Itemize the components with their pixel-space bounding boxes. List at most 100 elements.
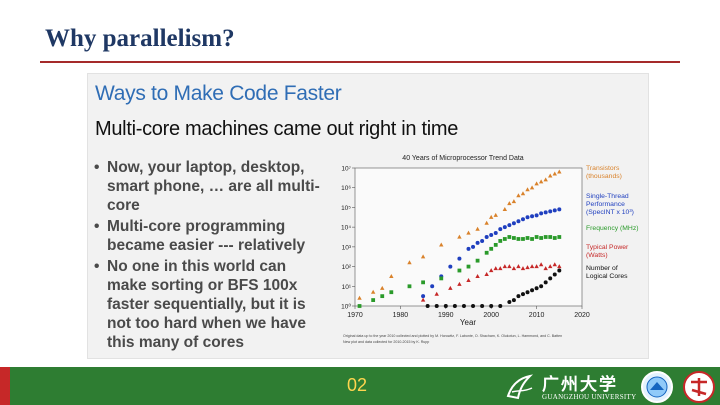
data-point — [498, 304, 503, 308]
data-point — [457, 281, 462, 286]
slide-title: Why parallelism? — [45, 25, 235, 52]
data-point — [434, 304, 439, 308]
data-point — [507, 264, 512, 269]
data-point — [439, 276, 444, 281]
legend-entry: Number of Logical Cores — [586, 265, 628, 280]
data-point — [434, 291, 439, 296]
y-tick-label: 10⁵ — [341, 205, 351, 212]
x-tick-label: 2000 — [483, 312, 499, 319]
x-tick-label: 1970 — [347, 312, 363, 319]
emblem-icon — [506, 374, 534, 400]
data-point — [407, 284, 412, 289]
data-point — [484, 235, 489, 239]
bullet-list: Now, your laptop, desktop, smart phone, … — [94, 158, 329, 354]
y-tick-label: 10² — [342, 264, 352, 271]
data-point — [538, 262, 544, 267]
data-point — [475, 240, 480, 245]
data-point — [480, 304, 485, 308]
chart-title: 40 Years of Microprocessor Trend Data — [402, 155, 524, 162]
data-point — [557, 169, 562, 174]
data-point — [552, 171, 557, 176]
data-point — [420, 297, 426, 302]
data-point — [557, 207, 562, 212]
logo-english-text: GUANGZHOU UNIVERSITY — [542, 393, 637, 401]
data-point — [525, 236, 530, 240]
data-point — [498, 266, 503, 271]
data-point — [457, 268, 462, 273]
data-point — [543, 266, 548, 271]
data-point — [552, 272, 557, 277]
data-point — [534, 181, 539, 186]
data-point — [511, 298, 516, 303]
data-point — [489, 246, 494, 251]
data-point — [530, 288, 535, 293]
footer-bar — [0, 367, 720, 405]
seal-icon — [641, 371, 673, 403]
data-point — [457, 256, 462, 261]
data-point — [430, 284, 435, 289]
data-point — [525, 290, 530, 295]
y-tick-label: 10⁶ — [341, 185, 351, 192]
data-point — [466, 230, 471, 235]
data-point — [520, 191, 526, 196]
data-point — [502, 237, 507, 241]
data-point — [471, 244, 476, 249]
data-point — [516, 294, 521, 299]
data-point — [507, 300, 512, 305]
data-point — [466, 264, 471, 269]
data-point — [357, 295, 362, 300]
data-point — [507, 223, 512, 228]
data-point — [529, 185, 535, 190]
data-point — [557, 235, 562, 239]
data-point — [370, 289, 376, 294]
data-point — [538, 179, 544, 184]
x-tick-label: 2010 — [529, 312, 545, 319]
plot-area — [354, 167, 583, 307]
data-point — [443, 304, 448, 308]
data-point — [543, 235, 548, 239]
data-point — [512, 236, 516, 240]
data-point — [489, 304, 494, 308]
data-point — [534, 264, 539, 269]
data-point — [557, 264, 562, 269]
y-tick-label: 10¹ — [342, 284, 352, 291]
data-point — [420, 254, 426, 259]
data-point — [498, 227, 503, 232]
data-point — [520, 292, 525, 297]
data-point — [521, 237, 525, 241]
data-point — [489, 268, 494, 273]
bullet-item: Now, your laptop, desktop, smart phone, … — [94, 158, 329, 215]
data-point — [493, 212, 498, 217]
data-point — [389, 290, 394, 295]
y-tick-label: 10³ — [342, 244, 352, 251]
x-tick-label: 1980 — [393, 312, 409, 319]
data-point — [548, 209, 553, 214]
data-point — [498, 239, 503, 243]
department-badge-icon — [683, 371, 715, 403]
data-point — [539, 236, 544, 240]
data-point — [371, 298, 376, 302]
data-point — [502, 225, 507, 230]
data-point — [421, 280, 425, 285]
data-point — [466, 277, 471, 282]
data-point — [484, 220, 489, 225]
chart-note-1: Original data up to the year 2010 collec… — [343, 334, 562, 338]
data-point — [529, 264, 535, 269]
x-axis-label: Year — [460, 318, 477, 327]
data-point — [525, 187, 530, 192]
data-point — [489, 214, 494, 219]
logo-chinese-text: 广州大学 — [542, 375, 618, 395]
y-tick-label: 10⁰ — [341, 303, 351, 311]
data-point — [539, 284, 544, 289]
data-point — [439, 242, 444, 247]
data-point — [457, 234, 462, 239]
data-point — [357, 304, 362, 308]
bullet-item: Multi-core programming became easier ---… — [94, 217, 329, 255]
legend-entry: Frequency (MHz) — [586, 225, 639, 232]
data-point — [534, 213, 539, 218]
data-point — [534, 235, 539, 239]
data-point — [507, 201, 512, 206]
data-point — [516, 237, 521, 241]
data-point — [380, 294, 385, 299]
data-point — [552, 236, 557, 240]
